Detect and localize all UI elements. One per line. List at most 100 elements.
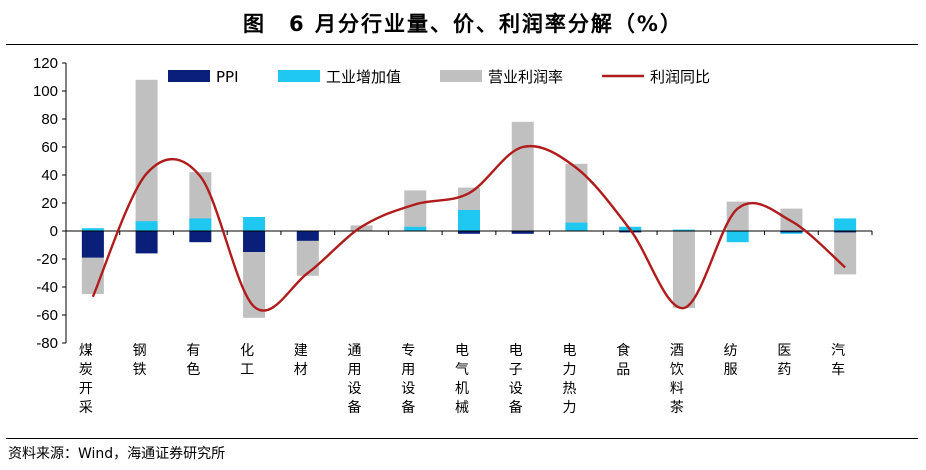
x-category-char: 通 bbox=[348, 343, 362, 359]
legend-industrial-value-added-swatch bbox=[278, 70, 320, 82]
x-category-label: 钢铁 bbox=[133, 343, 147, 378]
bar-industrial-value-added bbox=[726, 231, 749, 243]
y-tick-label: 120 bbox=[33, 55, 58, 72]
x-category-char: 开 bbox=[79, 381, 93, 397]
x-category-char: 化 bbox=[240, 343, 254, 359]
x-category-char: 工 bbox=[240, 362, 254, 378]
y-tick-label: 100 bbox=[33, 83, 58, 100]
x-axis bbox=[65, 230, 873, 235]
bar-industrial-value-added bbox=[81, 228, 104, 231]
x-category-char: 酒 bbox=[670, 343, 684, 359]
x-category-char: 茶 bbox=[670, 400, 684, 416]
x-category-char: 用 bbox=[401, 362, 415, 378]
x-category-label: 纺服 bbox=[724, 343, 738, 378]
bar-ppi bbox=[511, 231, 534, 234]
x-category-char: 钢 bbox=[133, 343, 147, 359]
bar-operating-margin bbox=[565, 163, 588, 231]
x-category-char: 食 bbox=[616, 342, 630, 359]
line-profit-yoy bbox=[91, 144, 846, 312]
bar-industrial-value-added bbox=[565, 222, 588, 231]
bar-ppi bbox=[189, 231, 212, 243]
x-category-char: 设 bbox=[348, 381, 362, 397]
x-category-char: 备 bbox=[348, 399, 362, 416]
x-category-label: 有色 bbox=[186, 343, 200, 378]
x-category-char: 力 bbox=[562, 400, 576, 416]
bars bbox=[81, 79, 857, 318]
x-category-label: 化工 bbox=[240, 343, 254, 378]
y-tick-label: -60 bbox=[36, 307, 58, 324]
bar-ppi bbox=[81, 231, 104, 258]
bar-industrial-value-added bbox=[135, 221, 158, 231]
x-category-char: 药 bbox=[777, 362, 791, 378]
x-category-char: 服 bbox=[724, 362, 738, 378]
x-category-label: 建材 bbox=[294, 343, 308, 378]
x-category-char: 备 bbox=[401, 399, 415, 416]
x-category-char: 炭 bbox=[79, 362, 93, 378]
y-tick-label: -40 bbox=[36, 279, 58, 296]
bar-operating-margin bbox=[135, 79, 158, 231]
x-category-char: 气 bbox=[455, 362, 469, 378]
profit-line bbox=[91, 144, 846, 312]
x-category-label: 医药 bbox=[777, 343, 791, 378]
x-category-char: 设 bbox=[401, 381, 415, 397]
x-category-label: 煤炭开采 bbox=[79, 343, 93, 416]
bar-ppi bbox=[780, 231, 803, 233]
x-labels: 煤炭开采钢铁有色化工建材通用设备专用设备电气机械电子设备电力热力食品酒饮料茶纺服… bbox=[79, 342, 845, 416]
legend-ppi-swatch bbox=[168, 70, 210, 82]
x-category-char: 机 bbox=[455, 381, 469, 397]
bar-industrial-value-added bbox=[672, 229, 695, 231]
x-category-char: 建 bbox=[294, 343, 308, 359]
bar-operating-margin bbox=[243, 231, 266, 318]
x-category-char: 料 bbox=[670, 381, 684, 397]
x-category-char: 铁 bbox=[133, 362, 147, 378]
bar-ppi bbox=[243, 231, 266, 252]
bar-ppi bbox=[135, 231, 158, 254]
x-category-char: 饮 bbox=[670, 362, 684, 378]
bar-industrial-value-added bbox=[404, 226, 427, 231]
x-category-char: 材 bbox=[294, 362, 308, 378]
legend: PPI 工业增加值 营业利润率 利润同比 bbox=[168, 68, 710, 86]
legend-operating-margin-label: 营业利润率 bbox=[488, 68, 563, 86]
x-category-char: 力 bbox=[562, 362, 576, 378]
bar-industrial-value-added bbox=[189, 218, 212, 231]
x-category-char: 色 bbox=[186, 361, 200, 378]
bar-industrial-value-added bbox=[458, 210, 480, 231]
y-tick-label: 20 bbox=[41, 195, 58, 212]
legend-industrial-value-added-label: 工业增加值 bbox=[326, 68, 401, 86]
x-category-label: 电力热力 bbox=[562, 343, 576, 416]
legend-operating-margin-swatch bbox=[440, 70, 482, 82]
bar-operating-margin bbox=[296, 231, 319, 276]
x-category-label: 专用设备 bbox=[401, 343, 415, 416]
bar-ppi bbox=[834, 231, 857, 233]
bar-operating-margin bbox=[511, 121, 534, 231]
x-category-char: 备 bbox=[509, 399, 523, 416]
x-category-char: 专 bbox=[401, 343, 415, 359]
x-category-char: 医 bbox=[777, 343, 791, 359]
x-category-char: 热 bbox=[562, 381, 576, 397]
x-category-char: 械 bbox=[455, 400, 469, 416]
x-category-char: 电 bbox=[455, 343, 469, 359]
top-rule bbox=[6, 44, 918, 45]
y-tick-label: 40 bbox=[41, 167, 58, 184]
x-category-char: 煤 bbox=[79, 343, 93, 359]
bar-ppi bbox=[296, 231, 319, 241]
bar-operating-margin bbox=[672, 231, 695, 308]
x-category-char: 电 bbox=[562, 343, 576, 359]
bar-ppi bbox=[458, 231, 480, 234]
y-tick-label: 60 bbox=[41, 139, 58, 156]
x-category-char: 汽 bbox=[831, 343, 845, 359]
legend-profit-yoy-label: 利润同比 bbox=[650, 68, 710, 86]
x-category-label: 酒饮料茶 bbox=[670, 343, 684, 416]
x-category-label: 食品 bbox=[616, 342, 630, 378]
y-tick-label: 80 bbox=[41, 111, 58, 128]
x-category-char: 子 bbox=[509, 362, 523, 378]
x-category-char: 品 bbox=[616, 362, 630, 378]
y-axis: -80 -60 -40 -20 0 20 40 60 80 100 120 bbox=[33, 55, 67, 352]
x-category-char: 电 bbox=[509, 343, 523, 359]
x-category-char: 用 bbox=[348, 362, 362, 378]
y-tick-label: -80 bbox=[36, 335, 58, 352]
x-category-label: 电气机械 bbox=[455, 343, 469, 416]
y-tick-label: -20 bbox=[36, 251, 58, 268]
y-tick-label: 0 bbox=[50, 223, 58, 240]
x-category-label: 电子设备 bbox=[509, 343, 523, 416]
